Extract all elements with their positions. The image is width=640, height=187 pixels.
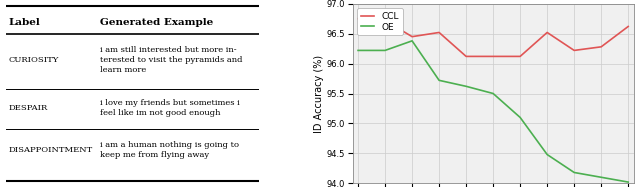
OE — [435, 79, 443, 82]
Line: OE: OE — [358, 41, 628, 182]
OE — [490, 92, 497, 95]
OE — [543, 153, 551, 156]
CCL — [625, 25, 632, 28]
CCL — [462, 55, 470, 58]
CCL — [408, 36, 416, 38]
OE — [597, 176, 605, 178]
Text: i am still interested but more in-
terested to visit the pyramids and
learn more: i am still interested but more in- teres… — [100, 46, 243, 74]
CCL — [597, 46, 605, 48]
Text: i am a human nothing is going to
keep me from flying away: i am a human nothing is going to keep me… — [100, 141, 239, 159]
CCL — [354, 18, 362, 20]
Text: CURIOSITY: CURIOSITY — [9, 56, 60, 64]
CCL — [570, 49, 578, 52]
Y-axis label: ID Accuracy (%): ID Accuracy (%) — [314, 54, 324, 133]
OE — [462, 85, 470, 88]
Text: DESPAIR: DESPAIR — [9, 104, 48, 112]
Line: CCL: CCL — [358, 19, 628, 56]
OE — [354, 49, 362, 52]
OE — [570, 171, 578, 174]
Text: i love my friends but sometimes i
feel like im not good enough: i love my friends but sometimes i feel l… — [100, 99, 240, 117]
OE — [625, 181, 632, 183]
CCL — [435, 31, 443, 34]
Legend: CCL, OE: CCL, OE — [357, 8, 403, 35]
OE — [516, 116, 524, 119]
CCL — [516, 55, 524, 58]
CCL — [490, 55, 497, 58]
CCL — [543, 31, 551, 34]
Text: Label: Label — [9, 18, 41, 27]
Text: Generated Example: Generated Example — [100, 18, 213, 27]
CCL — [381, 19, 389, 22]
Text: DISAPPOINTMENT: DISAPPOINTMENT — [9, 146, 93, 154]
OE — [408, 40, 416, 42]
OE — [381, 49, 389, 52]
